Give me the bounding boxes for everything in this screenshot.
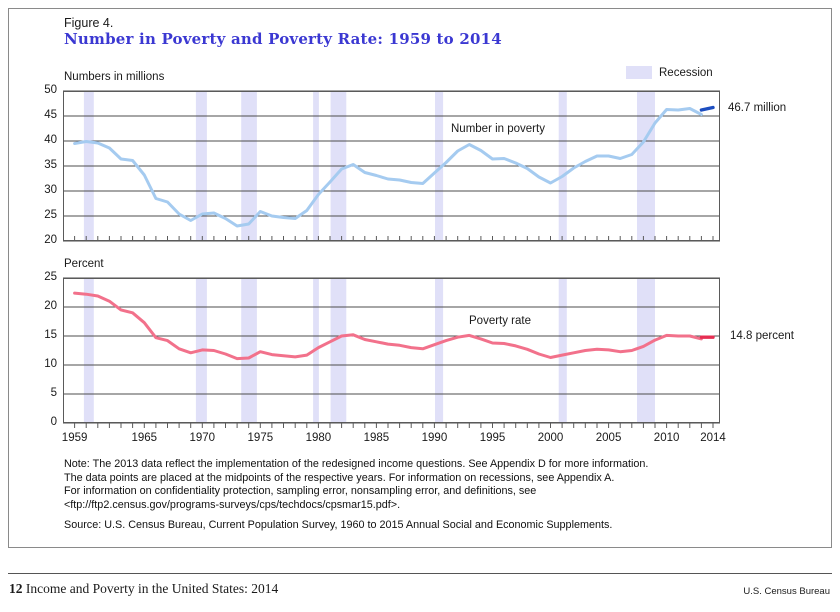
footer-report-title: 12 Income and Poverty in the United Stat… xyxy=(9,581,278,597)
y-axis-tick-label: 0 xyxy=(50,416,57,428)
x-axis-tick-label: 2000 xyxy=(537,432,564,444)
number-series-label: Number in poverty xyxy=(451,123,545,135)
x-axis-tick-label: 2014 xyxy=(700,432,726,444)
y-axis-tick-label: 20 xyxy=(44,234,57,246)
y-axis-tick-label: 15 xyxy=(44,329,57,341)
y-axis-tick-label: 50 xyxy=(44,84,57,96)
x-axis-tick-label: 1985 xyxy=(363,432,390,444)
figure-panel: Figure 4. Number in Poverty and Poverty … xyxy=(8,8,832,548)
y-axis-tick-label: 45 xyxy=(44,109,57,121)
x-axis-tick-label: 1970 xyxy=(189,432,216,444)
poverty-rate-chart xyxy=(63,277,720,428)
figure-number: Figure 4. xyxy=(64,16,114,30)
figure-title: Number in Poverty and Poverty Rate: 1959… xyxy=(64,30,502,48)
note-line: The data points are placed at the midpoi… xyxy=(64,471,615,484)
figure-notes: Note: The 2013 data reflect the implemen… xyxy=(64,458,648,533)
footer-page-number: 12 xyxy=(9,581,23,596)
number-in-poverty-chart xyxy=(63,90,720,242)
x-axis-tick-label: 2005 xyxy=(595,432,622,444)
x-axis-tick-label: 1975 xyxy=(247,432,274,444)
x-axis-tick-label: 2010 xyxy=(653,432,680,444)
x-axis-tick-label: 1959 xyxy=(61,432,88,444)
recession-legend: Recession xyxy=(626,66,713,79)
footer-agency: U.S. Census Bureau xyxy=(743,586,830,597)
rate-annotation: 14.8 percent xyxy=(730,330,794,342)
note-line: For information on confidentiality prote… xyxy=(64,485,537,497)
y-axis-tick-label: 40 xyxy=(44,134,57,146)
y-axis-tick-label: 25 xyxy=(44,209,57,221)
y-axis-tick-label: 10 xyxy=(44,358,57,370)
note-line: <ftp://ftp2.census.gov/programs-surveys/… xyxy=(64,498,401,511)
x-axis-tick-label: 1980 xyxy=(305,432,332,444)
x-axis-tick-label: 1990 xyxy=(421,432,448,444)
y-axis-tick-label: 30 xyxy=(44,184,57,196)
y-axis-tick-label: 20 xyxy=(44,300,57,312)
y-axis-tick-label: 25 xyxy=(44,271,57,283)
recession-swatch-icon xyxy=(626,66,652,79)
note-line: Note: The 2013 data reflect the implemen… xyxy=(64,458,649,470)
top-axis-title: Numbers in millions xyxy=(64,71,165,83)
footer-divider xyxy=(8,573,832,574)
y-axis-tick-label: 35 xyxy=(44,159,57,171)
recession-legend-label: Recession xyxy=(659,66,713,79)
x-axis-tick-label: 1995 xyxy=(479,432,506,444)
y-axis-tick-label: 5 xyxy=(50,387,57,399)
x-axis-tick-label: 1965 xyxy=(131,432,158,444)
source-line: Source: U.S. Census Bureau, Current Popu… xyxy=(64,519,613,531)
bottom-axis-title: Percent xyxy=(64,258,104,270)
footer-title-text: Income and Poverty in the United States:… xyxy=(25,581,279,596)
number-annotation: 46.7 million xyxy=(728,102,787,114)
rate-series-label: Poverty rate xyxy=(469,315,531,327)
